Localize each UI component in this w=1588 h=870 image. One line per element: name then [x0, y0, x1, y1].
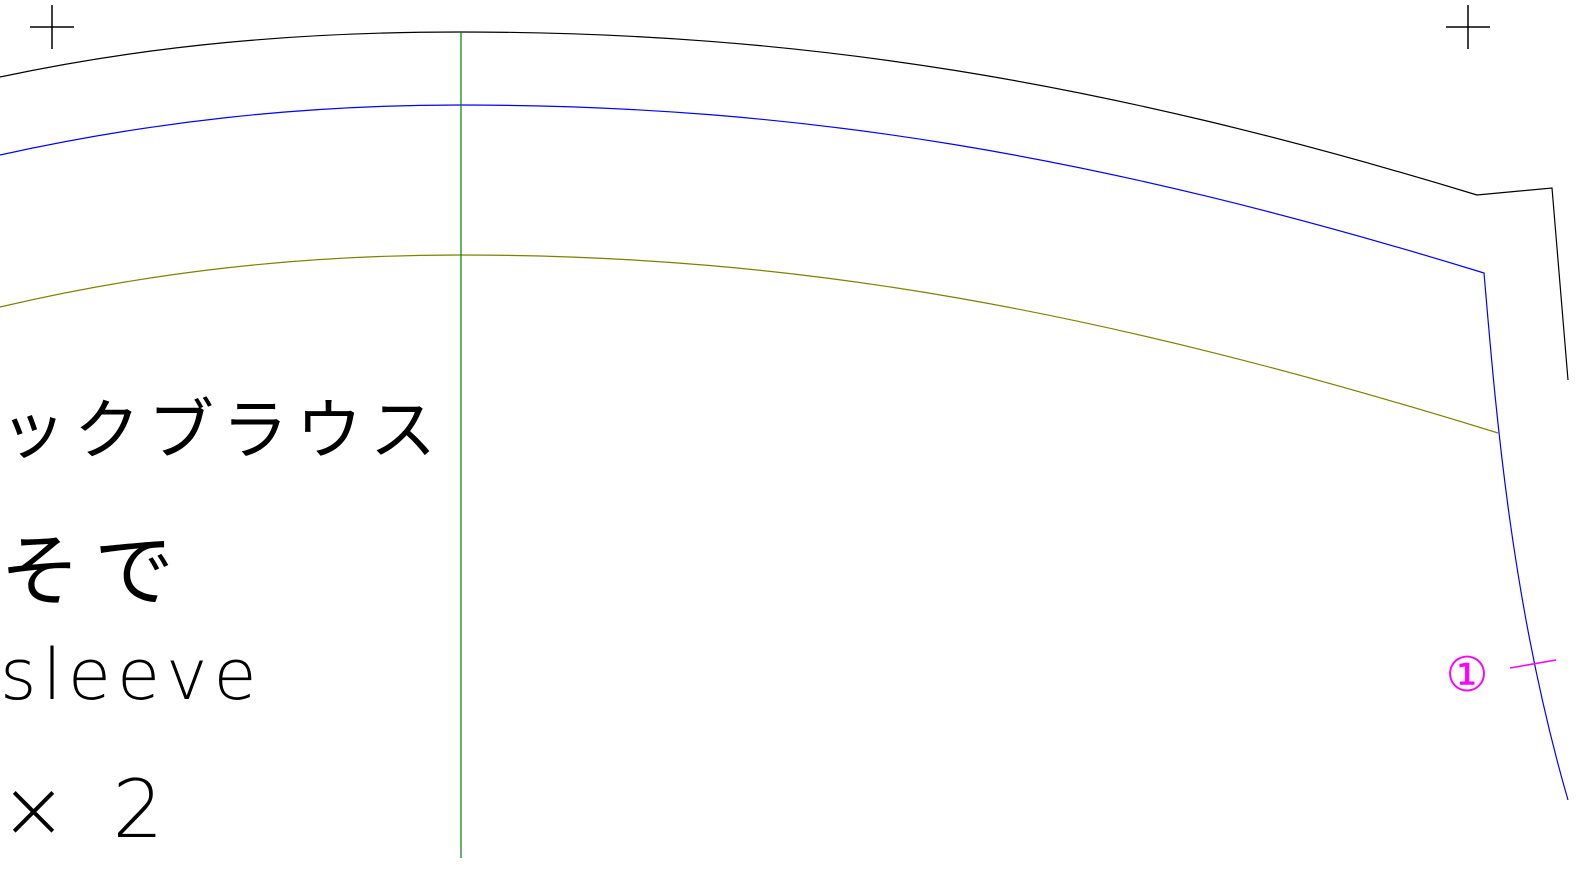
registration-marks [30, 5, 1490, 49]
piece-count: × 2 [0, 763, 173, 856]
pattern-title: ックブラウス [0, 392, 444, 469]
part-name-en: sleeve [0, 634, 263, 716]
notch-number: ① [1445, 647, 1488, 703]
seam-line [0, 104, 1569, 801]
notch-mark [1509, 659, 1557, 669]
guide-line [0, 254, 1499, 434]
part-name: そで [0, 525, 188, 618]
cut-line [0, 31, 1569, 381]
